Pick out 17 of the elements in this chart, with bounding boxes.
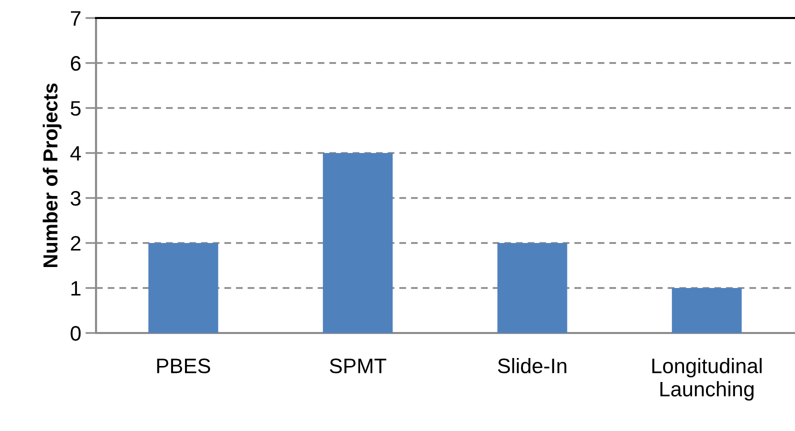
bar [148, 243, 218, 333]
y-tick-label: 4 [70, 146, 81, 161]
y-tick-label: 7 [70, 11, 80, 26]
x-tick-label: PBES [157, 358, 210, 374]
x-tick-label: Slide-In [498, 358, 566, 374]
x-tick-label: SPMT [330, 358, 386, 374]
y-tick-label: 2 [70, 236, 80, 251]
y-tick-label: 0 [70, 326, 81, 341]
y-axis-title: Number of Projects [42, 83, 62, 268]
bar [497, 243, 568, 333]
bar [322, 153, 393, 333]
y-tick-label: 3 [70, 191, 81, 206]
y-tick-label: 6 [70, 56, 81, 71]
y-tick-label: 1 [71, 281, 80, 296]
x-tick-label: Longitudinal Launching [652, 358, 762, 401]
bar [672, 288, 742, 333]
y-tick-label: 5 [70, 101, 81, 116]
